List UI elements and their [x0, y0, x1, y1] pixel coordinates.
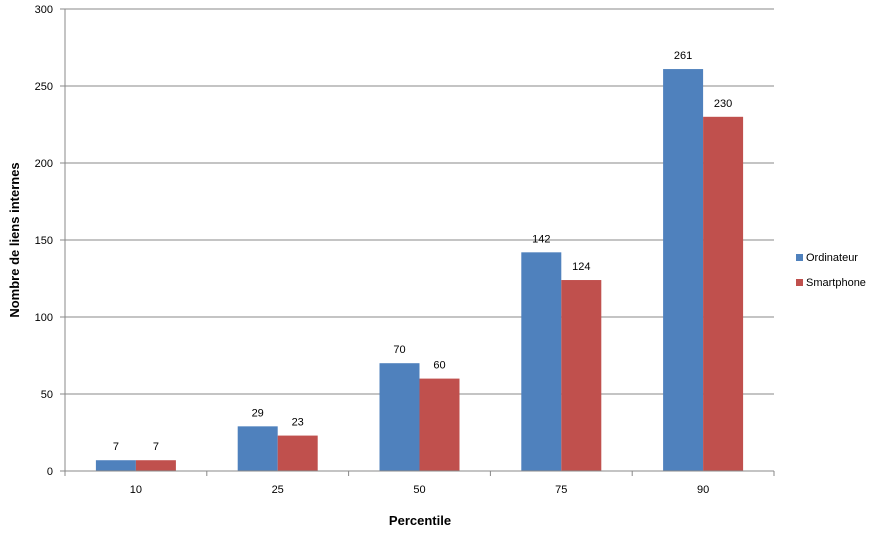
data-label: 261: [674, 50, 692, 62]
data-label: 7: [153, 441, 159, 453]
y-axis-title: Nombre de liens internes: [7, 162, 22, 317]
data-label: 142: [532, 233, 550, 245]
data-label: 7: [113, 441, 119, 453]
x-tick-label: 75: [555, 484, 567, 496]
legend-swatch-ordinateur: [796, 254, 803, 261]
data-labels: 7 7 29 23 70 60 142 124 261 230: [113, 50, 732, 453]
data-label: 230: [714, 98, 732, 110]
y-tick-label: 300: [35, 4, 53, 16]
bar-smartphone-10: [135, 460, 176, 471]
x-tick-label: 50: [413, 484, 425, 496]
bar-smartphone-90: [703, 116, 744, 472]
x-tick-labels: 10 25 50 75 90: [130, 484, 709, 496]
bar-ordinateur-75: [521, 252, 562, 471]
y-tick-labels: 0 50 100 150 200 250 300: [35, 4, 53, 478]
legend-swatch-smartphone: [796, 279, 803, 286]
bar-ordinateur-50: [379, 363, 420, 471]
bar-ordinateur-90: [663, 69, 704, 471]
legend-label-ordinateur: Ordinateur: [806, 252, 858, 264]
x-axis-title: Percentile: [389, 513, 451, 528]
y-tick-label: 150: [35, 235, 53, 247]
legend-label-smartphone: Smartphone: [806, 277, 866, 289]
bar-smartphone-50: [419, 378, 460, 471]
x-tick-label: 90: [697, 484, 709, 496]
data-label: 70: [393, 344, 405, 356]
bar-smartphone-25: [277, 435, 318, 471]
data-label: 23: [292, 417, 304, 429]
y-tick-label: 200: [35, 158, 53, 170]
bar-ordinateur-25: [237, 426, 278, 471]
bar-smartphone-75: [561, 280, 602, 471]
y-tick-label: 100: [35, 312, 53, 324]
axes: [60, 8, 775, 476]
data-label: 60: [433, 360, 445, 372]
x-tick-label: 25: [272, 484, 284, 496]
data-label: 29: [252, 407, 264, 419]
y-tick-label: 50: [41, 389, 53, 401]
legend: Ordinateur Smartphone: [796, 252, 866, 289]
bars: [95, 69, 744, 472]
y-tick-label: 250: [35, 81, 53, 93]
y-tick-label: 0: [47, 466, 53, 478]
data-label: 124: [572, 261, 590, 273]
x-tick-label: 10: [130, 484, 142, 496]
gridlines: [65, 8, 774, 395]
bar-ordinateur-10: [95, 460, 136, 471]
